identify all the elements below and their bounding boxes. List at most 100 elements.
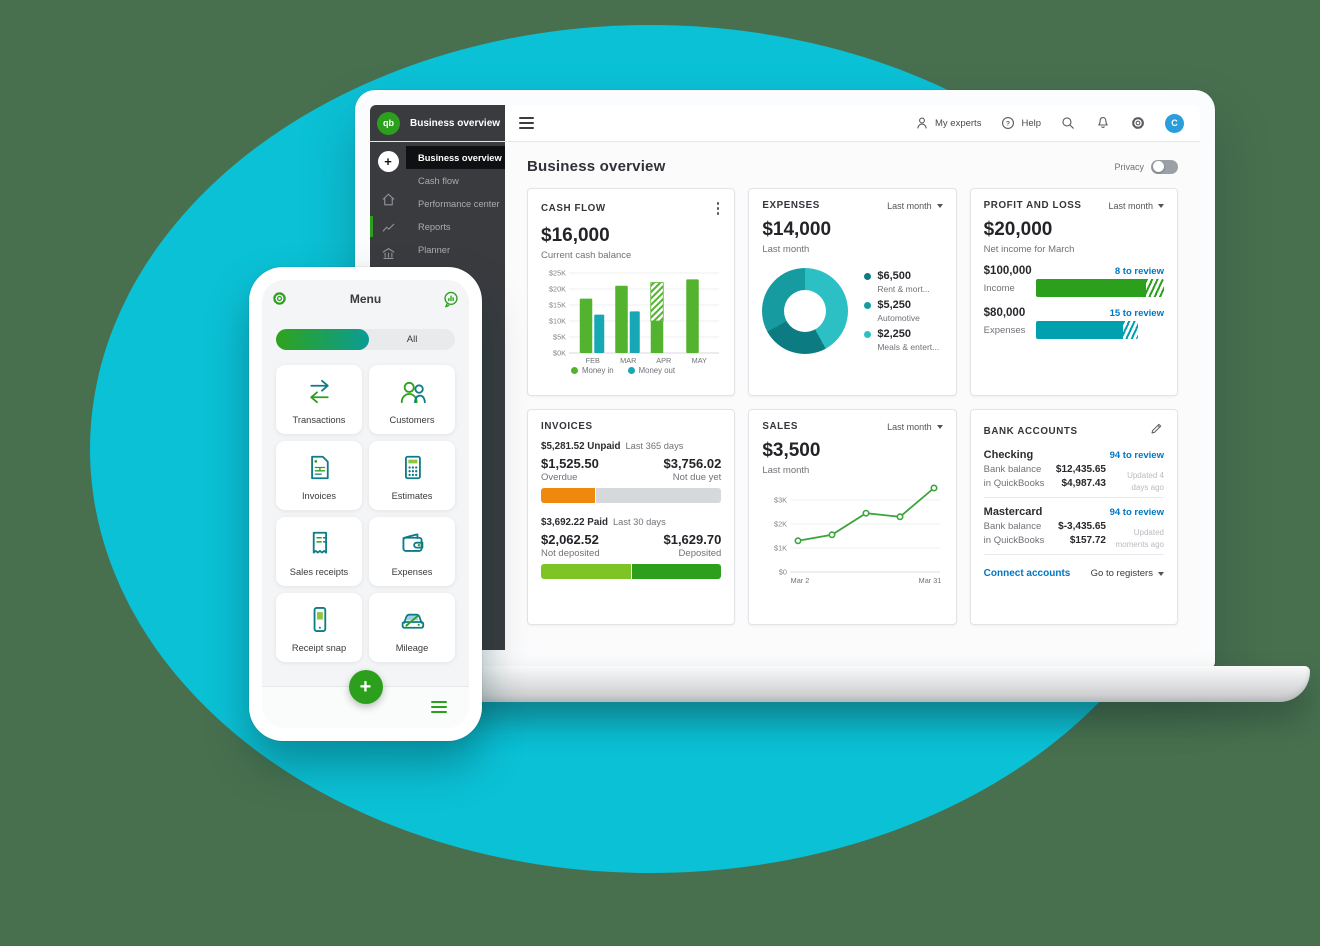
phone-menu-item-sales-receipts[interactable]: Sales receipts [276,517,362,586]
expenses-card: EXPENSES Last month $14,000 Last month $… [748,188,957,396]
phone-menu-item-label: Invoices [301,490,337,501]
unpaid-progress-bar [541,488,722,503]
phone-insights-chat-icon[interactable] [442,290,460,308]
profit-loss-period-filter[interactable]: Last month [1108,201,1164,211]
expense-legend-item-automotive: $5,250 Automotive [864,299,939,323]
paid-period: Last 30 days [613,517,666,527]
privacy-label: Privacy [1114,161,1144,172]
expenses-subtitle: Last month [762,244,810,255]
connect-accounts-link[interactable]: Connect accounts [983,568,1071,579]
settings-gear-icon[interactable] [1130,115,1146,131]
person-icon [914,115,930,131]
cash-flow-kebab-menu-icon[interactable] [715,200,722,217]
unpaid-lead: $5,281.52 Unpaid Last 365 days [541,441,721,452]
to-review-link[interactable]: 94 to review [1109,507,1164,518]
chevron-down-icon [936,203,943,208]
deposited-label: Deposited [678,548,722,559]
phone-menu-item-label: Sales receipts [289,566,349,577]
phone-menu-item-expenses[interactable]: Expenses [369,517,455,586]
svg-text:$25K: $25K [549,268,566,277]
svg-text:$10K: $10K [549,316,566,325]
insights-chart-icon[interactable] [370,213,406,240]
sidebar-item-planner[interactable]: Planner [418,244,451,255]
to-review-link[interactable]: 8 to review [1114,266,1164,277]
segment-all[interactable]: All [406,334,418,345]
sales-amount: $3,500 [762,440,821,461]
phone-menu-item-transactions[interactable]: Transactions [276,365,362,434]
search-icon[interactable] [1060,115,1076,131]
edit-accounts-pencil-icon[interactable] [1149,421,1164,441]
to-review-link[interactable]: 15 to review [1109,308,1164,319]
invoices-title: INVOICES [541,421,593,432]
expense-legend-item-meals-entert-: $2,250 Meals & entert... [864,328,939,352]
add-fab-button[interactable]: + [348,670,383,704]
invoices-card: INVOICES $5,281.52 Unpaid Last 365 days $… [527,409,736,625]
segment-selected[interactable] [276,329,370,350]
help-label: Help [1021,117,1041,129]
svg-text:$1K: $1K [774,544,787,553]
sidebar-item-performance-center[interactable]: Performance center [418,198,500,209]
page-title: Business overview [527,158,666,175]
phone-header: Menu [262,280,469,316]
bar-segment [541,488,596,503]
dashboard-content: Business overview Privacy CASH FLOW [505,142,1200,650]
bank-icon[interactable] [370,240,406,267]
svg-text:APR: APR [656,356,671,365]
privacy-toggle[interactable] [1151,159,1178,174]
phone-settings-gear-icon[interactable] [271,290,288,307]
sidebar-item-cash-flow[interactable]: Cash flow [418,175,459,186]
sales-period-filter[interactable]: Last month [887,422,943,432]
mileage-icon [396,603,429,641]
phone-mockup: Menu All Transactions Customers Invoices Es… [249,267,482,741]
svg-text:$2K: $2K [774,520,787,529]
svg-text:MAR: MAR [620,356,636,365]
invoices-icon [303,451,336,489]
expenses-icon [396,527,429,565]
cash-flow-amount: $16,000 [541,224,610,246]
cash-flow-title: CASH FLOW [541,202,606,214]
bank-account-list: Checking 94 to review Bank balance $12,435.… [983,449,1164,555]
phone-hamburger-icon[interactable] [431,701,447,713]
phone-menu-item-customers[interactable]: Customers [369,365,455,434]
updated-timestamp: Updated moments ago [1115,528,1164,549]
expenses-period-filter[interactable]: Last month [887,201,943,211]
to-review-link[interactable]: 94 to review [1109,450,1164,461]
home-icon[interactable] [370,186,406,213]
not-deposited-amount: $2,062.52 [541,532,599,547]
phone-menu-title: Menu [349,292,382,306]
phone-menu-item-estimates[interactable]: Estimates [369,441,455,510]
expenses-filter-label: Last month [887,200,932,211]
sidebar-item-reports[interactable]: Reports [418,221,451,232]
my-experts-button[interactable]: My experts [914,115,981,131]
profit-loss-rows: $100,000 8 to review Income $80,000 15 to re… [984,265,1164,339]
sales-subtitle: Last month [762,465,810,476]
bank-account-checking: Checking 94 to review Bank balance $12,435.… [983,449,1164,498]
sidebar-header: qb Business overview [370,105,505,141]
paid-amount-label: $3,692.22 Paid [541,517,608,528]
phone-menu-item-label: Mileage [395,642,429,653]
svg-text:?: ? [1006,120,1010,127]
cash-flow-card: CASH FLOW $16,000 Current cash balance $… [527,188,736,396]
bank-balance-row: in QuickBooks $4,987.43 [983,478,1106,489]
sidebar-item-business-overview[interactable]: Business overview [406,146,505,169]
go-to-registers-dropdown[interactable]: Go to registers [1091,568,1164,579]
bar-segment [541,564,632,579]
notifications-bell-icon[interactable] [1095,115,1111,131]
svg-text:$0K: $0K [553,348,566,357]
phone-menu-grid: Transactions Customers Invoices Estimates Sa… [276,365,455,662]
phone-menu-item-mileage[interactable]: Mileage [369,593,455,662]
help-button[interactable]: ? Help [1000,115,1041,131]
bank-footer: Connect accounts Go to registers [984,568,1164,579]
cash-flow-subtitle: Current cash balance [541,249,632,261]
not-due-amount: $3,756.02 [663,456,722,471]
user-avatar[interactable]: C [1165,113,1184,133]
main-header: My experts ? Help C [505,105,1200,141]
create-plus-button[interactable]: + [377,151,399,172]
receipt-snap-icon [303,603,336,641]
profit-loss-subtitle: Net income for March [983,244,1075,255]
phone-menu-item-invoices[interactable]: Invoices [276,441,362,510]
privacy-control: Privacy [1114,159,1178,174]
hamburger-menu-icon[interactable] [519,117,534,129]
bar-segment [631,564,722,579]
phone-menu-item-receipt-snap[interactable]: Receipt snap [276,593,362,662]
